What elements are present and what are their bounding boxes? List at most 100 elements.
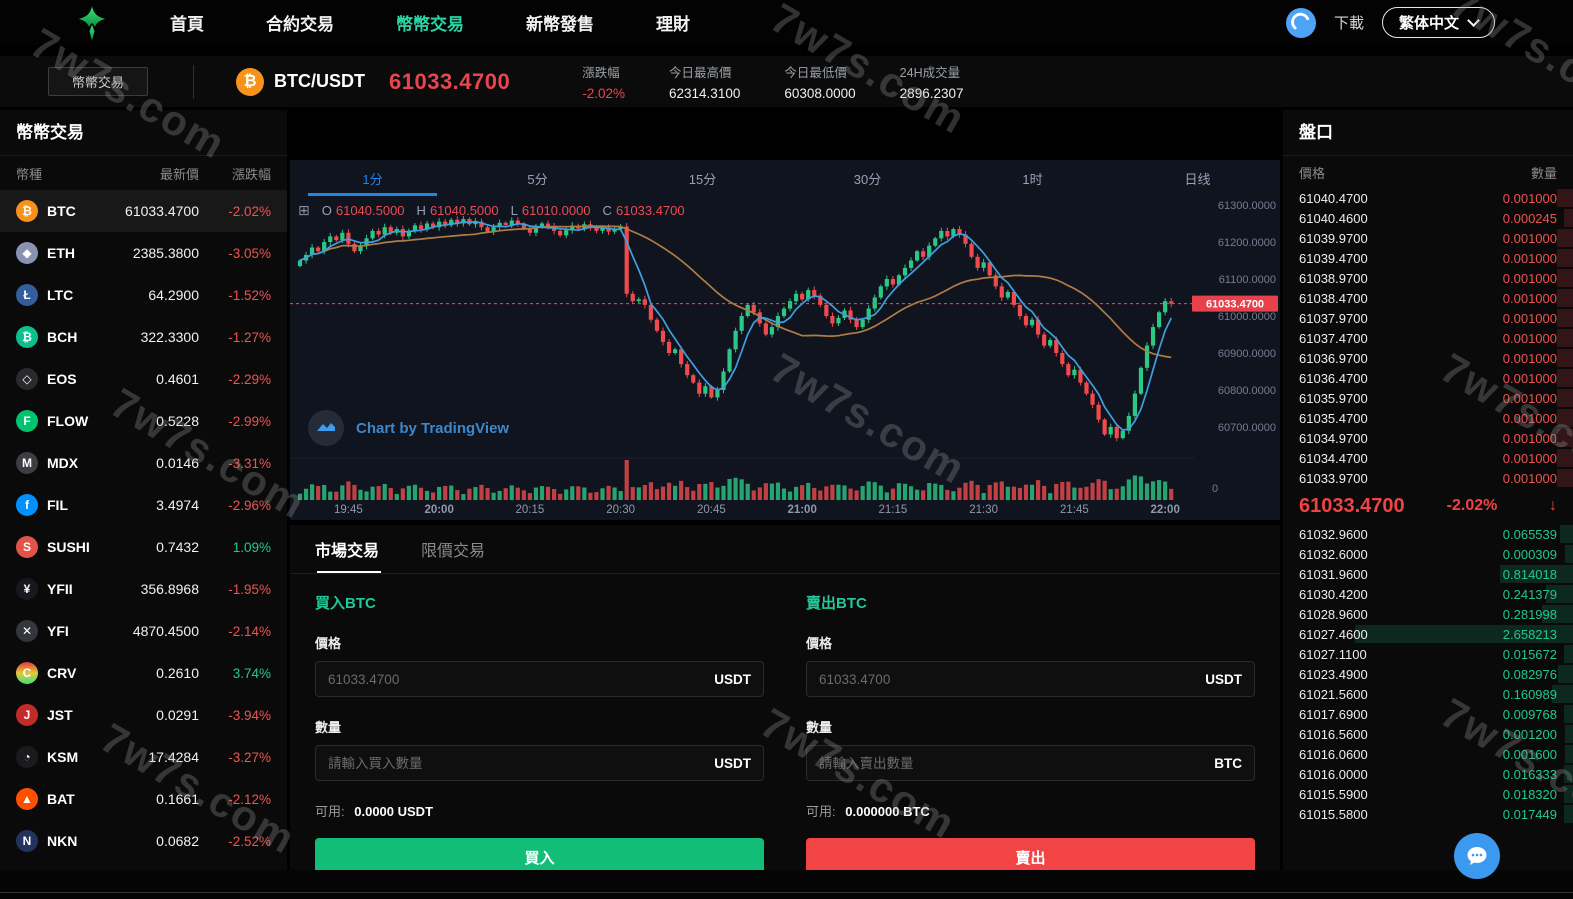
- bid-row[interactable]: 61028.9600 0.281998: [1283, 604, 1573, 624]
- market-row-ETH[interactable]: ◆ ETH 2385.3800 -3.05%: [0, 232, 287, 274]
- bid-row[interactable]: 61027.4600 2.658213: [1283, 624, 1573, 644]
- interval-tab-30分[interactable]: 30分: [853, 171, 882, 187]
- trade-tab-限價交易[interactable]: 限價交易: [421, 543, 486, 560]
- candle-body: [527, 228, 532, 233]
- volume-bar: [1132, 475, 1137, 500]
- market-row-BCH[interactable]: ₿ BCH 322.3300 -1.27%: [0, 316, 287, 358]
- bid-row[interactable]: 61015.5800 0.017449: [1283, 804, 1573, 824]
- market-row-BAT[interactable]: ▲ BAT 0.1661 -2.12%: [0, 778, 287, 820]
- app-download-icon[interactable]: [1285, 7, 1316, 38]
- bid-row[interactable]: 61032.9600 0.065539: [1283, 524, 1573, 544]
- bid-row[interactable]: 61021.5600 0.160989: [1283, 684, 1573, 704]
- bid-row[interactable]: 61017.6900 0.009768: [1283, 704, 1573, 724]
- market-row-FLOW[interactable]: F FLOW 0.5228 -2.99%: [0, 400, 287, 442]
- ask-row[interactable]: 61037.4700 0.001000: [1283, 328, 1573, 348]
- phoenix-logo-icon[interactable]: [72, 3, 112, 43]
- market-row-SUSHI[interactable]: S SUSHI 0.7432 1.09%: [0, 526, 287, 568]
- bch-coin-icon: ₿: [16, 326, 38, 348]
- nav-item-新幣發售[interactable]: 新幣發售: [526, 15, 594, 34]
- ask-row[interactable]: 61036.4700 0.001000: [1283, 368, 1573, 388]
- spot-trade-button[interactable]: 幣幣交易: [48, 67, 148, 96]
- sell-button[interactable]: 賣出: [806, 838, 1255, 876]
- candle-body: [703, 386, 708, 394]
- tradingview-attribution[interactable]: Chart by TradingView: [308, 410, 509, 446]
- trade-tab-市場交易[interactable]: 市場交易: [315, 525, 382, 573]
- time-axis-label: 21:15: [879, 504, 908, 516]
- candle-body: [872, 297, 877, 309]
- volume-bar: [890, 488, 895, 500]
- candle-body: [1102, 419, 1107, 435]
- ask-row[interactable]: 61035.9700 0.001000: [1283, 388, 1573, 408]
- volume-bar: [999, 481, 1004, 500]
- market-row-YFII[interactable]: ¥ YFII 356.8968 -1.95%: [0, 568, 287, 610]
- sell-price-input[interactable]: [819, 671, 1206, 687]
- buy-available: 可用: 0.0000 USDT: [315, 801, 764, 820]
- volume-bar: [600, 488, 605, 500]
- market-row-EOS[interactable]: ◇ EOS 0.4601 -2.29%: [0, 358, 287, 400]
- interval-tab-5分[interactable]: 5分: [527, 171, 548, 187]
- nav-item-幣幣交易[interactable]: 幣幣交易: [396, 15, 464, 34]
- buy-qty-input[interactable]: [328, 755, 715, 771]
- ask-row[interactable]: 61034.9700 0.001000: [1283, 428, 1573, 448]
- interval-tab-1时[interactable]: 1时: [1022, 171, 1043, 187]
- bid-row[interactable]: 61027.1100 0.015672: [1283, 644, 1573, 664]
- candle-body: [697, 382, 702, 394]
- candle-body: [545, 223, 551, 227]
- nav-item-合約交易[interactable]: 合約交易: [266, 15, 334, 34]
- volume-bar: [412, 484, 418, 500]
- volume-bar: [981, 493, 986, 500]
- interval-tab-日线[interactable]: 日线: [1184, 171, 1211, 187]
- candle-body: [727, 349, 732, 372]
- sell-qty-input[interactable]: [819, 755, 1215, 771]
- ask-row[interactable]: 61038.9700 0.001000: [1283, 268, 1573, 288]
- ask-row[interactable]: 61035.4700 0.001000: [1283, 408, 1573, 428]
- market-row-NKN[interactable]: N NKN 0.0682 -2.52%: [0, 820, 287, 862]
- market-row-JST[interactable]: J JST 0.0291 -3.94%: [0, 694, 287, 736]
- ask-row[interactable]: 61034.4700 0.001000: [1283, 448, 1573, 468]
- market-row-MDX[interactable]: M MDX 0.0146 -3.31%: [0, 442, 287, 484]
- interval-tab-1分[interactable]: 1分: [290, 160, 455, 196]
- ask-row[interactable]: 61039.4700 0.001000: [1283, 248, 1573, 268]
- coin-price: 0.0682: [156, 833, 199, 849]
- market-row-YFI[interactable]: ✕ YFI 4870.4500 -2.14%: [0, 610, 287, 652]
- ask-row[interactable]: 61039.9700 0.001000: [1283, 228, 1573, 248]
- interval-tab-15分[interactable]: 15分: [688, 171, 717, 187]
- coin-change: -2.14%: [228, 623, 271, 639]
- ask-row[interactable]: 61036.9700 0.001000: [1283, 348, 1573, 368]
- market-row-BTC[interactable]: ₿ BTC 61033.4700 -2.02%: [0, 190, 287, 232]
- market-row-FIL[interactable]: f FIL 3.4974 -2.96%: [0, 484, 287, 526]
- nav-item-理財[interactable]: 理財: [656, 15, 690, 34]
- candle-body: [679, 349, 684, 365]
- market-row-KSM[interactable]: ◔ KSM 17.4284 -3.27%: [0, 736, 287, 778]
- bid-row[interactable]: 61016.0000 0.016333: [1283, 764, 1573, 784]
- candlestick-chart[interactable]: 61300.0000 61200.0000 61100.0000 61000.0000…: [290, 196, 1280, 520]
- bid-row[interactable]: 61031.9600 0.814018: [1283, 564, 1573, 584]
- bid-row[interactable]: 61016.5600 0.001200: [1283, 724, 1573, 744]
- volume-bar: [346, 481, 351, 500]
- time-axis-label: 21:45: [1060, 504, 1089, 516]
- ask-row[interactable]: 61038.4700 0.001000: [1283, 288, 1573, 308]
- language-selector[interactable]: 繁体中文: [1381, 7, 1495, 38]
- volume-bar: [1126, 479, 1131, 500]
- nav-item-首頁[interactable]: 首頁: [170, 15, 204, 34]
- market-row-LTC[interactable]: Ł LTC 64.2900 -1.52%: [0, 274, 287, 316]
- coin-symbol: BCH: [47, 329, 78, 345]
- market-row-CRV[interactable]: C CRV 0.2610 3.74%: [0, 652, 287, 694]
- crosshair-icon[interactable]: ⊞: [298, 202, 310, 218]
- scrollbar[interactable]: [0, 892, 1573, 893]
- bid-row[interactable]: 61032.6000 0.000309: [1283, 544, 1573, 564]
- price-axis-label: 60700.0000: [1218, 422, 1276, 434]
- ask-row[interactable]: 61033.9700 0.001000: [1283, 468, 1573, 488]
- market-list: ₿ BTC 61033.4700 -2.02% ◆ ETH 2385.3800 -3.05% Ł…: [0, 190, 287, 862]
- bid-row[interactable]: 61016.0600 0.001600: [1283, 744, 1573, 764]
- chat-button[interactable]: [1454, 833, 1500, 879]
- ask-row[interactable]: 61040.4600 0.000245: [1283, 208, 1573, 228]
- ask-row[interactable]: 61040.4700 0.001000: [1283, 188, 1573, 208]
- bid-row[interactable]: 61023.4900 0.082976: [1283, 664, 1573, 684]
- buy-button[interactable]: 買入: [315, 838, 764, 876]
- download-link[interactable]: 下載: [1333, 15, 1364, 32]
- buy-price-input[interactable]: [328, 671, 715, 687]
- bid-row[interactable]: 61015.5900 0.018320: [1283, 784, 1573, 804]
- bid-row[interactable]: 61030.4200 0.241379: [1283, 584, 1573, 604]
- ask-row[interactable]: 61037.9700 0.001000: [1283, 308, 1573, 328]
